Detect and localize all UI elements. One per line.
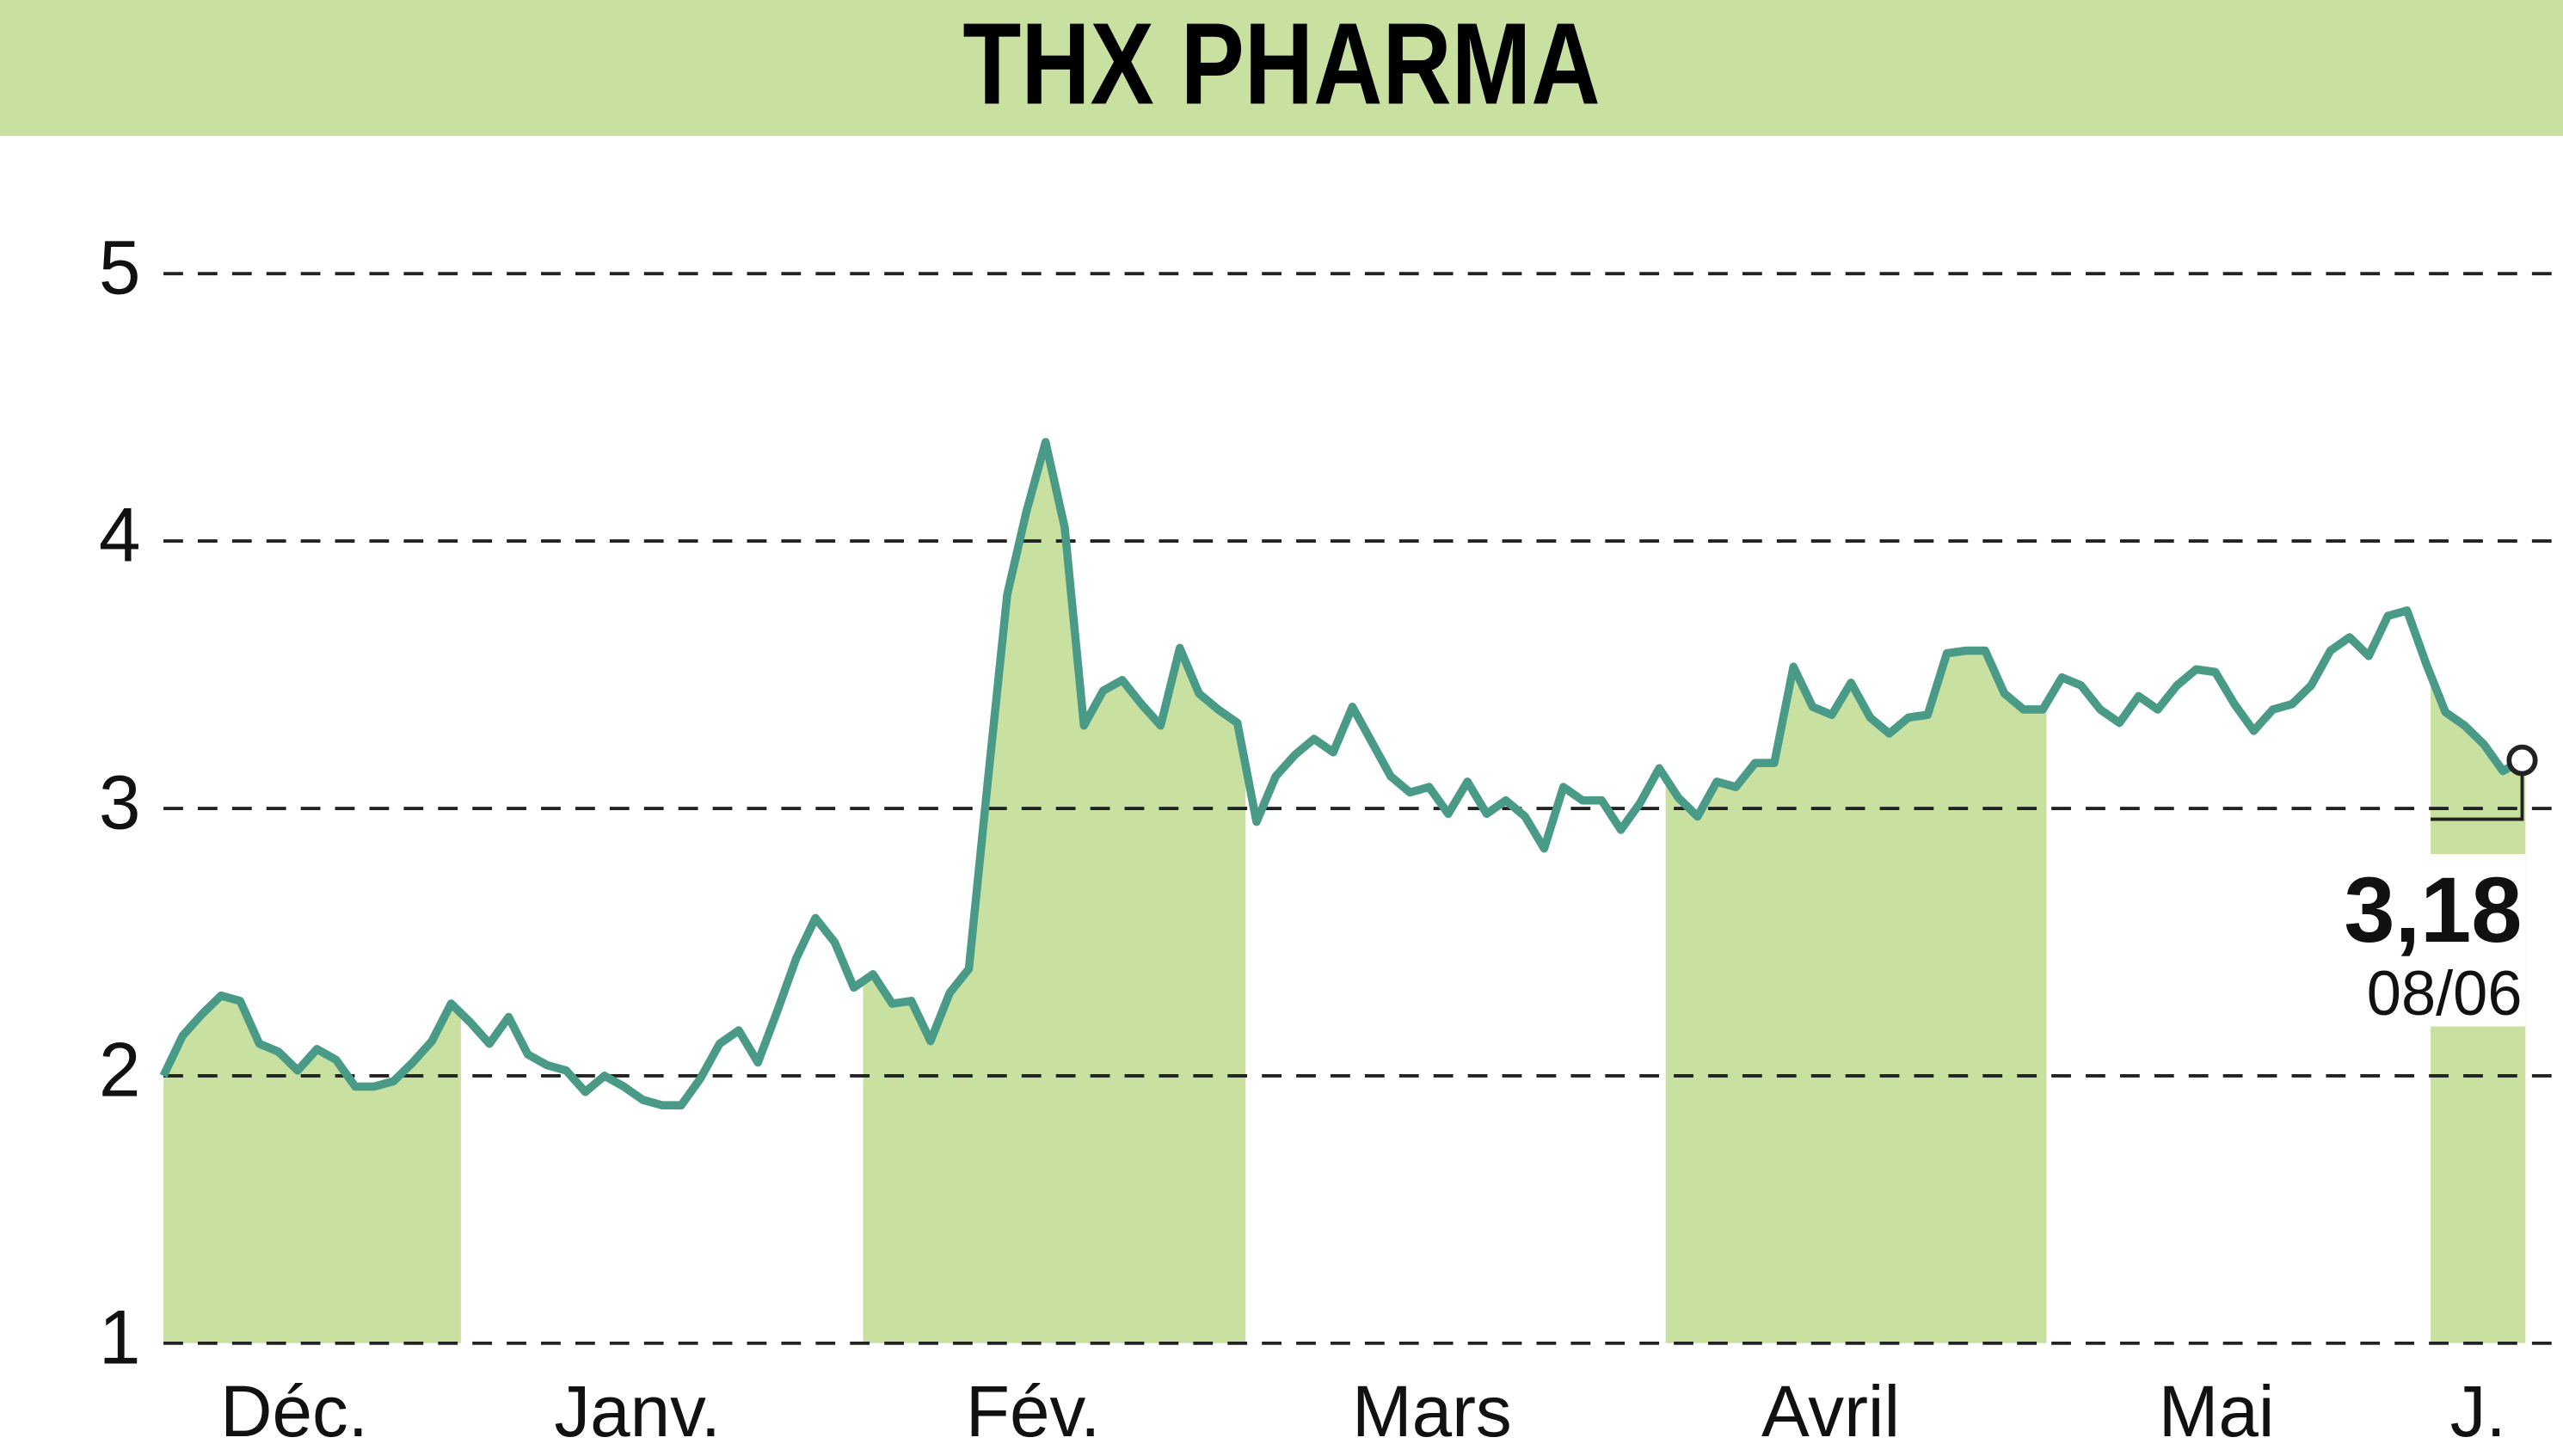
chart-title: THX PHARMA bbox=[962, 0, 1600, 129]
x-tick-label: J. bbox=[2450, 1370, 2506, 1452]
month-band bbox=[1665, 442, 2047, 1343]
x-tick-label: Déc. bbox=[220, 1370, 368, 1452]
month-band bbox=[863, 442, 1246, 1343]
last-point bbox=[2506, 744, 2538, 777]
last-date: 08/06 bbox=[2367, 959, 2523, 1029]
last-value: 3,18 bbox=[2344, 858, 2522, 962]
bracket bbox=[2431, 760, 2524, 821]
y-tick-label: 5 bbox=[99, 224, 141, 310]
x-tick-label: Janv. bbox=[554, 1370, 721, 1452]
month-band bbox=[163, 442, 461, 1343]
price-line bbox=[159, 438, 2524, 1109]
y-tick-label: 4 bbox=[99, 492, 141, 578]
x-tick-label: Mai bbox=[2159, 1370, 2275, 1452]
y-tick-label: 2 bbox=[99, 1027, 141, 1113]
x-tick-label: Fév. bbox=[966, 1370, 1100, 1452]
y-tick-label: 3 bbox=[99, 759, 141, 845]
label-bg bbox=[2329, 854, 2526, 1027]
y-tick-label: 1 bbox=[99, 1294, 141, 1380]
title-band bbox=[0, 0, 2563, 137]
x-tick-label: Mars bbox=[1352, 1370, 1512, 1452]
x-tick-label: Avril bbox=[1761, 1370, 1900, 1452]
